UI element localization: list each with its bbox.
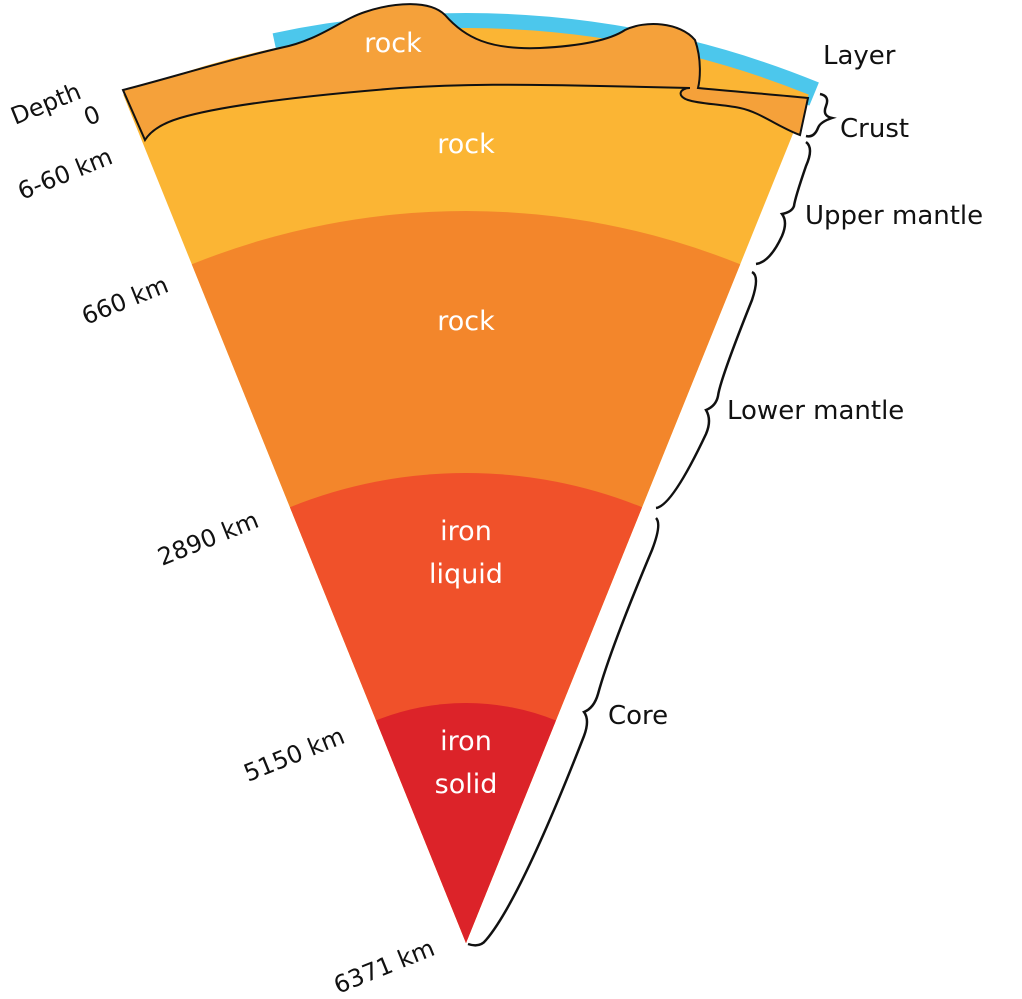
depth-label: 5150 km (240, 722, 349, 788)
material-label: iron (440, 516, 492, 547)
depth-label: 2890 km (154, 506, 263, 572)
layer-label: Upper mantle (805, 201, 983, 231)
layer-label: Core (608, 701, 668, 731)
material-label: liquid (429, 559, 503, 590)
material-label: rock (364, 28, 422, 59)
depth-label: 6371 km (330, 934, 439, 999)
material-label: solid (435, 769, 498, 800)
layer-heading: Layer (823, 41, 896, 71)
depth-label: 0 (80, 100, 105, 132)
material-label: iron (440, 726, 492, 757)
layer-label: Lower mantle (727, 396, 904, 426)
depth-label: 660 km (78, 271, 173, 331)
earth-layers-diagram: rock rock rock iron liquid iron solid Layer Crus… (0, 0, 1022, 999)
material-label: rock (437, 306, 495, 337)
depth-heading: Depth (7, 77, 85, 130)
material-label: rock (437, 129, 495, 160)
depth-label: 6-60 km (14, 142, 117, 205)
layer-label: Crust (840, 114, 909, 144)
